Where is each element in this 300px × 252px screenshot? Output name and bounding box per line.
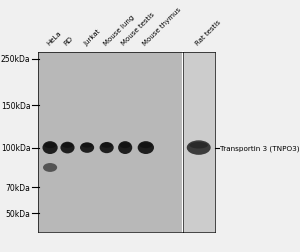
Ellipse shape bbox=[190, 142, 208, 149]
Ellipse shape bbox=[82, 143, 93, 148]
Text: HeLa: HeLa bbox=[46, 30, 62, 47]
Text: 250kDa: 250kDa bbox=[1, 55, 31, 64]
Text: Transportin 3 (TNPO3): Transportin 3 (TNPO3) bbox=[220, 145, 300, 151]
Ellipse shape bbox=[138, 142, 154, 154]
Ellipse shape bbox=[60, 142, 75, 154]
Ellipse shape bbox=[100, 142, 114, 153]
Text: 150kDa: 150kDa bbox=[1, 102, 31, 110]
FancyBboxPatch shape bbox=[183, 52, 215, 232]
Text: 100kDa: 100kDa bbox=[1, 143, 31, 152]
Ellipse shape bbox=[80, 143, 94, 153]
Text: Mouse thymus: Mouse thymus bbox=[142, 6, 182, 47]
Ellipse shape bbox=[43, 163, 57, 172]
Ellipse shape bbox=[43, 142, 58, 154]
Text: 50kDa: 50kDa bbox=[6, 209, 31, 218]
Text: RD: RD bbox=[63, 35, 75, 47]
Ellipse shape bbox=[62, 143, 73, 148]
Text: Mouse lung: Mouse lung bbox=[102, 14, 135, 47]
Ellipse shape bbox=[187, 141, 211, 155]
FancyBboxPatch shape bbox=[38, 52, 183, 232]
Ellipse shape bbox=[101, 143, 112, 148]
Ellipse shape bbox=[44, 143, 56, 148]
Text: Jurkat: Jurkat bbox=[83, 28, 101, 47]
Text: Rat testis: Rat testis bbox=[194, 19, 222, 47]
Text: Mouse testis: Mouse testis bbox=[121, 11, 156, 47]
Ellipse shape bbox=[118, 142, 132, 154]
Text: 70kDa: 70kDa bbox=[6, 183, 31, 192]
Ellipse shape bbox=[140, 143, 152, 148]
Ellipse shape bbox=[120, 143, 131, 148]
